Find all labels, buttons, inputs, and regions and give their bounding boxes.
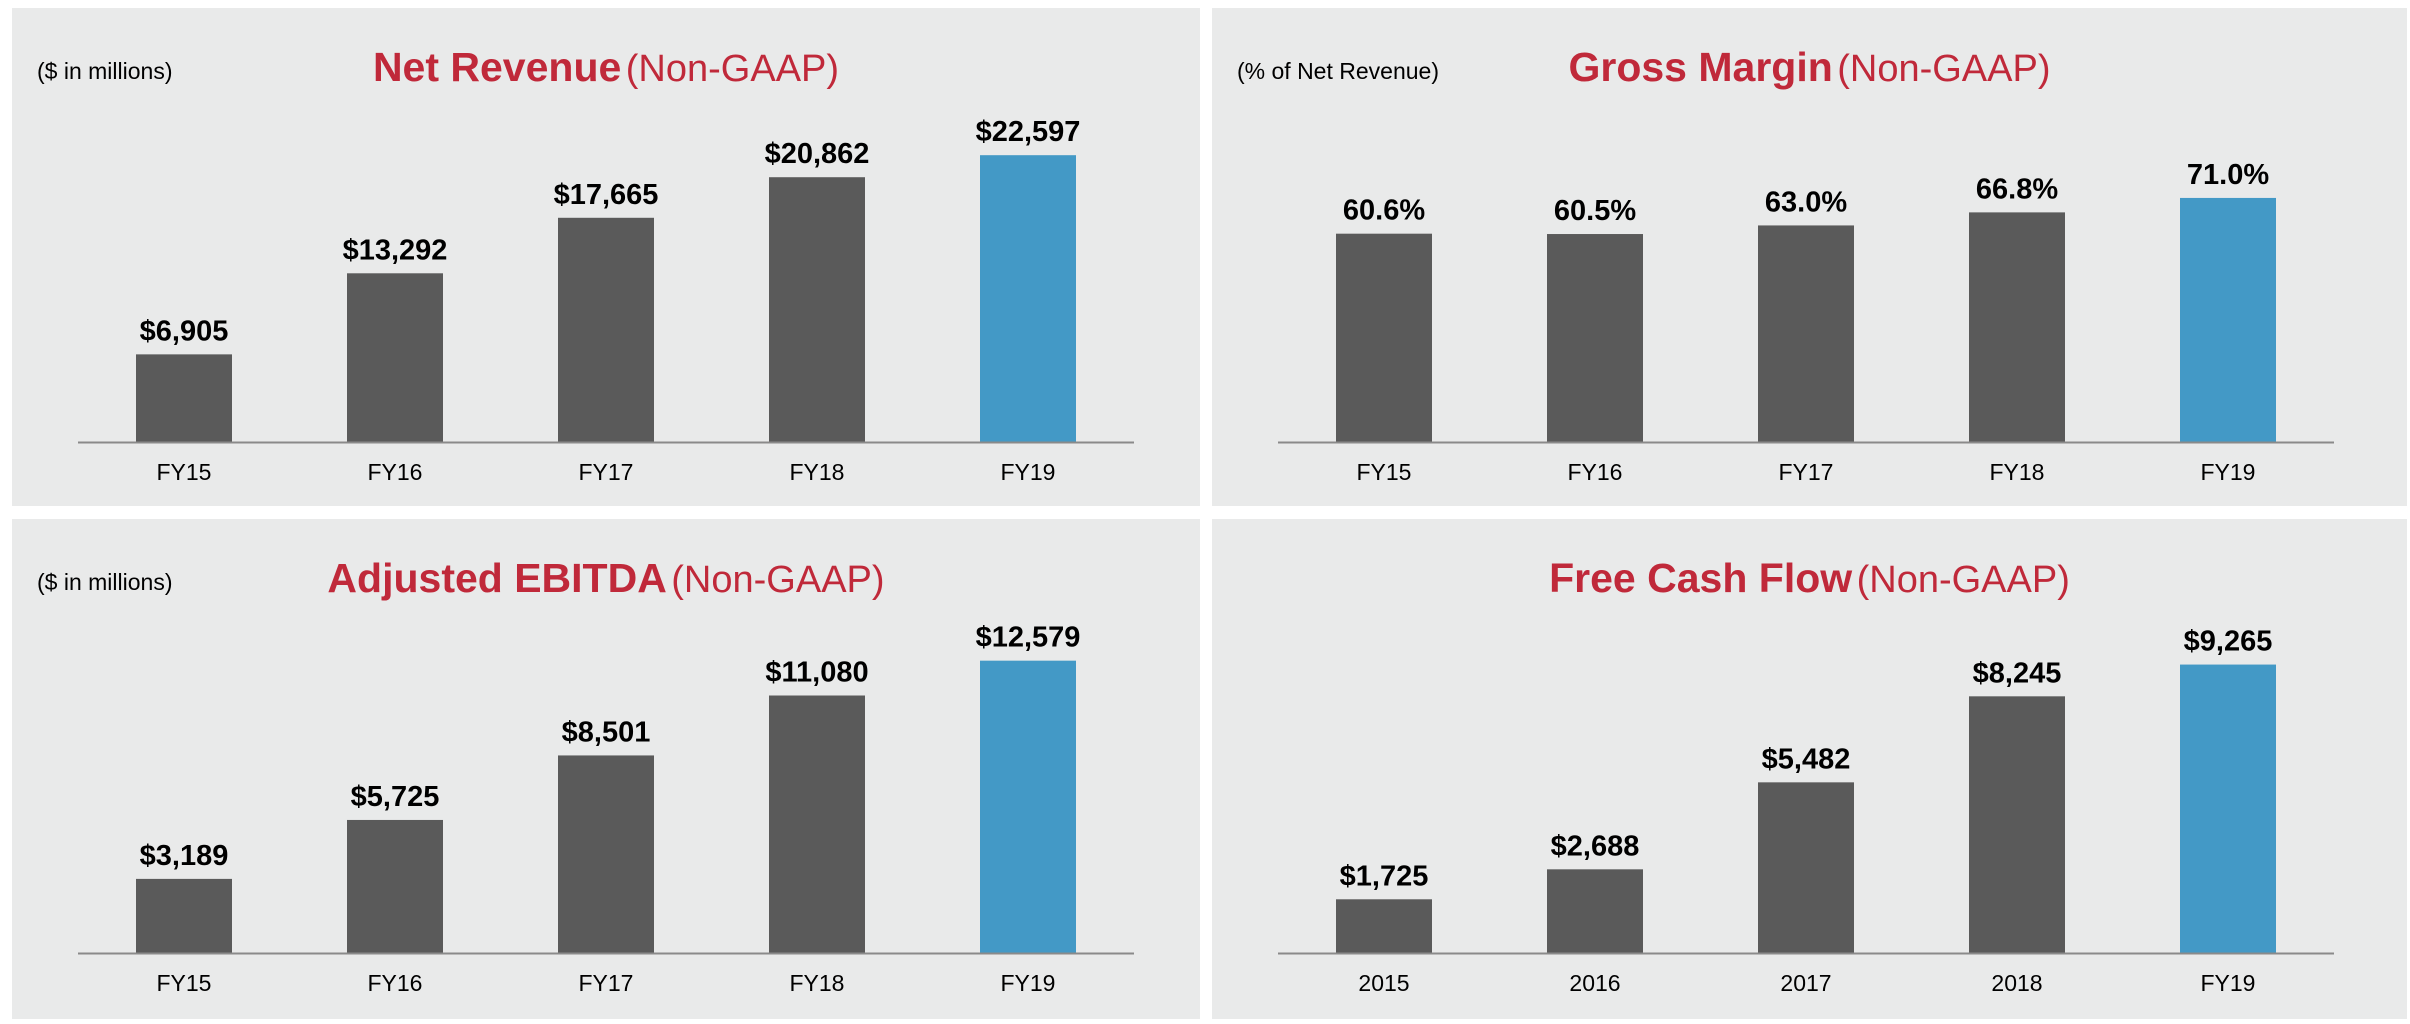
x-tick-label: FY17: [1779, 459, 1834, 485]
data-label: $13,292: [343, 234, 448, 266]
chart-title-sub: (Non-GAAP): [625, 48, 840, 90]
x-tick-label: FY16: [368, 970, 423, 996]
unit-label: ($ in millions): [37, 58, 173, 84]
x-tick-label: 2016: [1569, 970, 1620, 996]
data-label: $11,080: [765, 657, 868, 689]
bar-fy18: [769, 695, 865, 953]
x-tick-label: FY17: [579, 970, 634, 996]
bar-fy18: [1969, 212, 2065, 442]
data-label: 60.6%: [1343, 195, 1425, 227]
adjusted-ebitda-chart: $3,189 FY15 $5,725 FY16 $8,501 FY17 $11,080 FY1…: [78, 622, 1134, 996]
free-cash-flow-panel: Free Cash Flow (Non-GAAP) $1,725 2015 $2,6…: [1212, 519, 2407, 1019]
x-tick-label: FY19: [1001, 459, 1056, 485]
x-tick-label: 2018: [1991, 970, 2042, 996]
x-tick-label: 2017: [1780, 970, 1831, 996]
free-cash-flow-chart: $1,725 2015 $2,688 2016 $5,482 2017 $8,245 2018…: [1278, 626, 2334, 996]
bar-fy19: [980, 660, 1076, 953]
data-label: $5,725: [351, 781, 440, 813]
x-tick-label: FY16: [1568, 459, 1623, 485]
bar-fy19: [2180, 664, 2276, 953]
x-tick-label: FY15: [157, 459, 212, 485]
x-tick-label: FY19: [2201, 970, 2256, 996]
chart-title-main: Gross Margin: [1568, 44, 1833, 90]
chart-title: Adjusted EBITDA (Non-GAAP): [12, 555, 1200, 602]
data-label: $8,245: [1973, 657, 2062, 689]
data-label: 63.0%: [1765, 186, 1847, 218]
bar-fy18: [769, 177, 865, 442]
data-label: $17,665: [554, 179, 659, 211]
unit-label: ($ in millions): [37, 569, 173, 595]
chart-title-sub: (Non-GAAP): [671, 559, 885, 601]
x-tick-label: FY18: [790, 459, 845, 485]
net-revenue-panel: ($ in millions) Net Revenue (Non-GAAP) $…: [12, 8, 1200, 506]
gross-margin-chart: 60.6% FY15 60.5% FY16 63.0% FY17 66.8% FY18 71.0…: [1278, 159, 2334, 485]
bar-fy16: [347, 273, 443, 442]
x-tick-label: 2015: [1358, 970, 1409, 996]
gross-margin-panel: (% of Net Revenue) Gross Margin (Non-GAA…: [1212, 8, 2407, 506]
x-tick-label: FY19: [1001, 970, 1056, 996]
data-label: $22,597: [976, 116, 1081, 148]
bar-fy19: [980, 155, 1076, 442]
data-label: 66.8%: [1976, 173, 2058, 205]
data-label: $6,905: [140, 315, 229, 347]
chart-title: Gross Margin (Non-GAAP): [1212, 44, 2407, 91]
unit-label: (% of Net Revenue): [1237, 58, 1439, 84]
data-label: $12,579: [976, 622, 1081, 654]
bar-fy16: [347, 819, 443, 953]
data-label: 71.0%: [2187, 159, 2269, 191]
bar-fy19: [2180, 197, 2276, 442]
x-tick-label: FY17: [579, 459, 634, 485]
chart-title-sub: (Non-GAAP): [1837, 48, 2051, 90]
data-label: $8,501: [562, 716, 651, 748]
bar-fy15: [1336, 233, 1432, 442]
bar-2015: [1336, 899, 1432, 953]
bar-2017: [1758, 782, 1854, 953]
data-label: $20,862: [765, 138, 870, 170]
data-label: $2,688: [1551, 830, 1640, 862]
net-revenue-chart: $6,905 FY15 $13,292 FY16 $17,665 FY17 $20,862 F…: [78, 116, 1134, 485]
bar-fy16: [1547, 234, 1643, 442]
chart-title: Net Revenue (Non-GAAP): [12, 44, 1200, 91]
bar-fy15: [136, 878, 232, 953]
data-label: $3,189: [140, 840, 229, 872]
chart-title-main: Net Revenue: [372, 44, 622, 90]
bar-2018: [1969, 696, 2065, 953]
x-tick-label: FY18: [790, 970, 845, 996]
bar-fy17: [558, 755, 654, 953]
data-label: $1,725: [1340, 860, 1429, 892]
data-label: $5,482: [1762, 743, 1851, 775]
chart-title-main: Free Cash Flow: [1549, 555, 1853, 601]
x-tick-label: FY15: [157, 970, 212, 996]
bar-2016: [1547, 869, 1643, 953]
x-tick-label: FY18: [1990, 459, 2045, 485]
data-label: $9,265: [2184, 626, 2273, 658]
chart-title: Free Cash Flow (Non-GAAP): [1212, 555, 2407, 602]
x-tick-label: FY16: [368, 459, 423, 485]
adjusted-ebitda-panel: ($ in millions) Adjusted EBITDA (Non-GAA…: [12, 519, 1200, 1019]
chart-title-main: Adjusted EBITDA: [327, 555, 667, 601]
chart-title-sub: (Non-GAAP): [1856, 559, 2070, 601]
x-tick-label: FY19: [2201, 459, 2256, 485]
x-tick-label: FY15: [1357, 459, 1412, 485]
bar-fy15: [136, 354, 232, 442]
bar-fy17: [558, 217, 654, 442]
data-label: 60.5%: [1554, 195, 1636, 227]
bar-fy17: [1758, 225, 1854, 442]
